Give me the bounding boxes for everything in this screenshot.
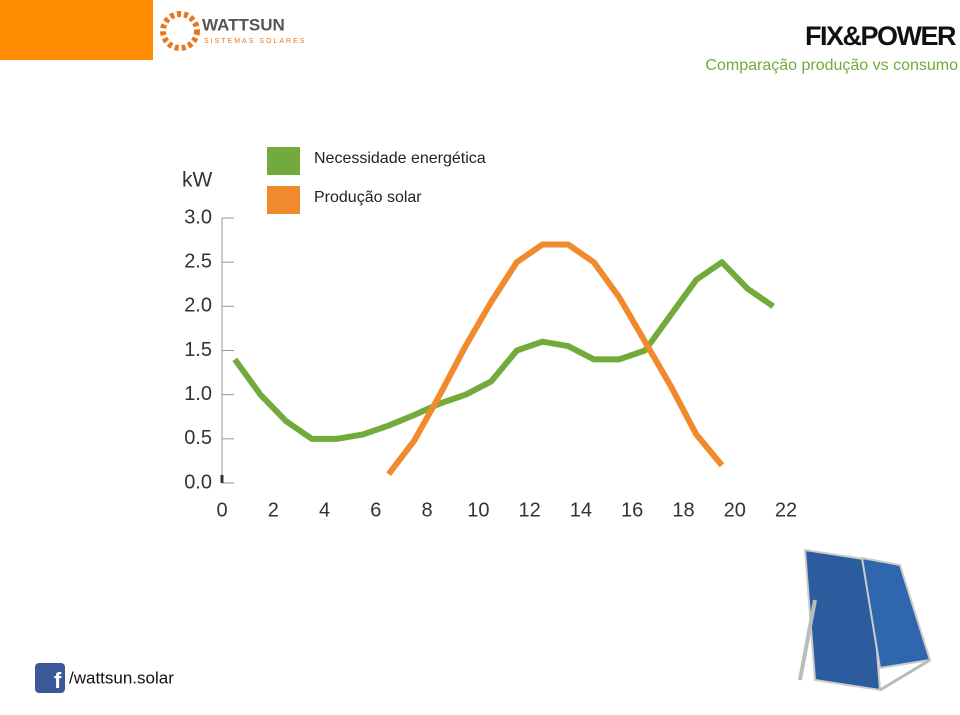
x-tick-label: 8 xyxy=(422,499,433,521)
subtitle: Comparação produção vs consumo xyxy=(705,57,958,74)
y-tick-label: 0.5 xyxy=(184,427,212,449)
brand-sub: SISTEMAS SOLARES xyxy=(204,38,306,45)
legend-swatch xyxy=(267,147,300,175)
x-tick-label: 0 xyxy=(216,499,227,521)
x-tick-label: 14 xyxy=(570,499,592,521)
legend-label: Produção solar xyxy=(314,189,422,206)
legend-swatch xyxy=(267,186,300,214)
x-tick-label: 6 xyxy=(370,499,381,521)
logo-icon xyxy=(160,11,200,51)
y-tick-label: 3.0 xyxy=(184,206,212,228)
x-tick-label: 4 xyxy=(319,499,330,521)
facebook: f /wattsun.solar xyxy=(35,663,174,693)
plot: 0.0 0.5 1.0 1.5 2.0 2.5 3.0 0 2 4 6 8 10 12 14 16 18 20 22… xyxy=(184,147,797,521)
x-tick-label: 20 xyxy=(724,499,746,521)
y-axis-label: kW xyxy=(182,169,213,192)
y-tick-label: 1.5 xyxy=(184,339,212,361)
x-tick-label: 18 xyxy=(672,499,694,521)
corner-block xyxy=(0,0,153,60)
x-tick-label: 22 xyxy=(775,499,797,521)
data-line xyxy=(386,241,725,476)
y-tick-label: 2.5 xyxy=(184,250,212,272)
y-tick-label: 1.0 xyxy=(184,383,212,405)
stand xyxy=(879,658,931,692)
legend-label: Necessidade energética xyxy=(314,150,486,167)
x-tick-label: 10 xyxy=(467,499,489,521)
x-tick-label: 16 xyxy=(621,499,643,521)
title: FIX&POWER xyxy=(805,21,956,51)
facebook-icon xyxy=(35,663,65,693)
social: /wattsun.solar xyxy=(69,668,174,687)
brand: WATTSUN xyxy=(202,15,285,34)
stand xyxy=(798,599,817,681)
y-tick-label: 2.0 xyxy=(184,295,212,317)
y-tick-label: 0.0 xyxy=(184,471,212,493)
x-tick-label: 2 xyxy=(268,499,279,521)
facebook-f: f xyxy=(54,668,62,693)
data-line xyxy=(232,259,775,442)
x-tick-label: 12 xyxy=(519,499,541,521)
solar-panel xyxy=(798,548,932,692)
logo: WATTSUN SISTEMAS SOLARES xyxy=(160,11,306,51)
